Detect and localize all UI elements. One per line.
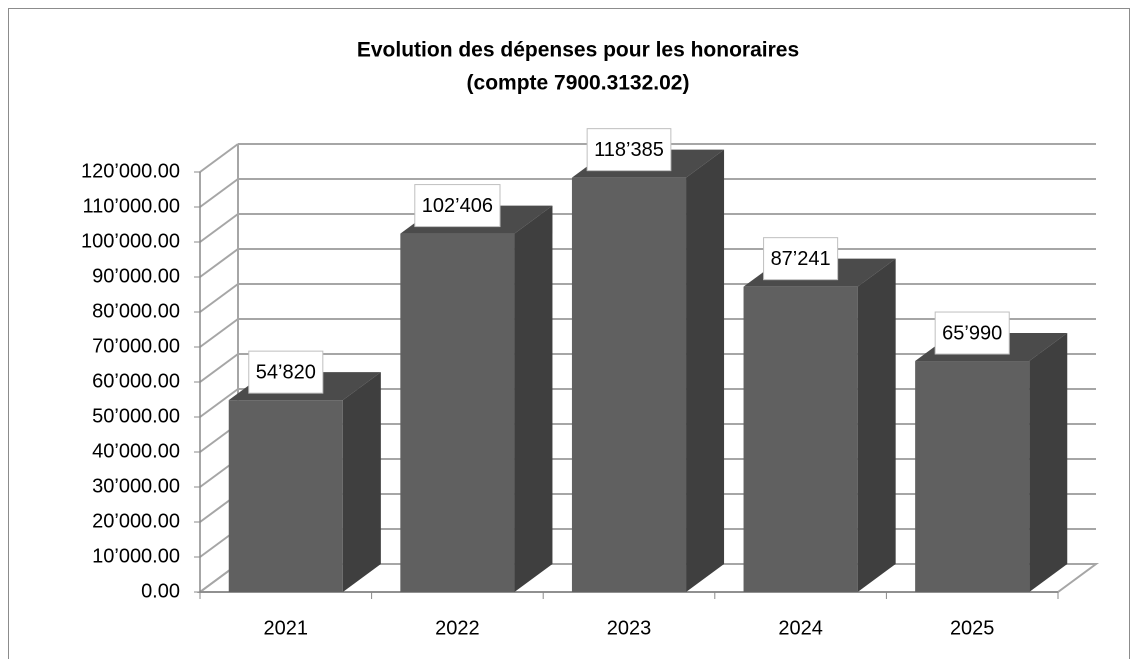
data-label-box	[763, 237, 839, 281]
data-label: 102’406	[422, 195, 493, 217]
grid-line-side	[199, 248, 239, 278]
y-tick-label: 10’000.00	[92, 545, 180, 567]
bar-side	[342, 372, 381, 592]
chart-title: Evolution des dépenses pour les honorair…	[357, 39, 799, 62]
y-tick-label: 60’000.00	[92, 370, 180, 392]
y-tick-label: 0.00	[141, 580, 180, 602]
data-label-box	[414, 184, 501, 228]
grid-line-side	[199, 318, 239, 348]
data-label: 118’385	[594, 139, 664, 161]
y-tick-label: 30’000.00	[92, 475, 180, 497]
y-tick-label: 120’000.00	[81, 160, 180, 182]
x-tick-label: 2022	[435, 617, 480, 639]
bar-side	[514, 205, 553, 593]
grid-line-side	[199, 143, 239, 173]
x-tick-label: 2023	[607, 617, 652, 639]
grid-line-side	[199, 213, 239, 243]
bar	[743, 286, 858, 592]
data-label: 65’990	[942, 322, 1002, 344]
data-label: 54’820	[256, 361, 316, 383]
x-tick-label: 2021	[264, 617, 309, 639]
data-label: 87’241	[771, 248, 831, 270]
x-tick-label: 2025	[950, 617, 995, 639]
bar-side	[686, 149, 725, 592]
grid-line-side	[199, 283, 239, 313]
grid-line-side	[199, 353, 239, 383]
y-tick-label: 100’000.00	[81, 230, 180, 252]
grid-line-side	[199, 388, 239, 418]
bar	[915, 361, 1030, 592]
y-tick-label: 40’000.00	[92, 440, 180, 462]
y-tick-label: 70’000.00	[92, 335, 180, 357]
data-label-box	[934, 311, 1010, 355]
bar-side	[1029, 333, 1068, 592]
bar	[571, 177, 687, 592]
y-tick-label: 110’000.00	[83, 195, 181, 217]
y-tick-label: 50’000.00	[92, 405, 180, 427]
data-label-box	[248, 350, 324, 394]
bar-side	[857, 258, 896, 592]
data-label-box	[586, 128, 672, 172]
chart-subtitle: (compte 7900.3132.02)	[467, 72, 690, 95]
y-tick-label: 80’000.00	[92, 300, 180, 322]
y-tick-label: 20’000.00	[92, 510, 180, 532]
y-tick-label: 90’000.00	[92, 265, 180, 287]
x-tick-label: 2024	[778, 617, 823, 639]
bar	[228, 400, 343, 592]
bar	[400, 233, 515, 593]
grid-line-side	[199, 178, 239, 208]
